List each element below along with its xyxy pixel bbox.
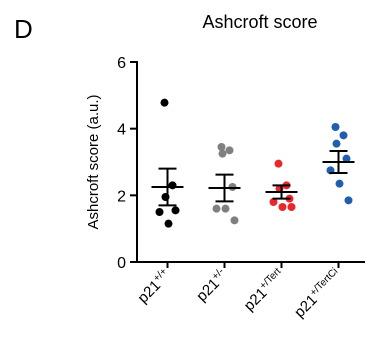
data-point: [339, 131, 348, 140]
data-point: [274, 159, 283, 168]
data-point: [171, 206, 180, 215]
data-point: [212, 204, 221, 213]
data-point: [331, 123, 340, 131]
data-point: [278, 203, 287, 211]
panel-label: D: [14, 14, 33, 44]
data-point: [230, 216, 239, 225]
x-tick-label: p21+/-: [192, 266, 231, 305]
data-point: [344, 196, 353, 205]
y-tick-label: 0: [117, 255, 126, 272]
data-point: [335, 179, 344, 188]
data-point: [269, 198, 278, 206]
data-point: [225, 146, 234, 155]
data-point: [160, 98, 169, 107]
x-tick-label: p21+/TertCi: [290, 266, 345, 321]
y-tick-label: 6: [117, 55, 126, 72]
x-tick-label: p21+/Tert: [240, 266, 288, 314]
data-point: [332, 139, 341, 148]
y-tick-label: 2: [117, 188, 126, 205]
data-point: [164, 219, 173, 228]
data-point: [221, 204, 230, 213]
data-point: [155, 208, 164, 216]
data-point: [287, 203, 296, 211]
y-tick-label: 4: [117, 122, 126, 139]
data-point: [342, 154, 351, 163]
chart-title: Ashcroft score: [202, 12, 317, 32]
data-point: [217, 143, 226, 151]
data-point: [168, 181, 177, 190]
x-tick-label: p21+/+: [134, 266, 175, 307]
data-point: [218, 149, 227, 158]
y-axis-label: Ashcroft score (a.u.): [85, 94, 102, 229]
